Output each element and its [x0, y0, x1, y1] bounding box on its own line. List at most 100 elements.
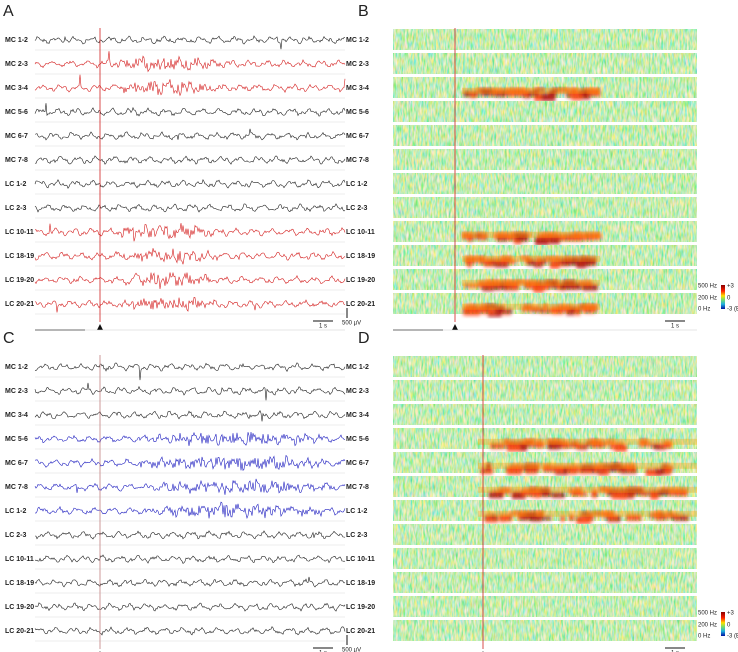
channel-label: MC 6-7 [346, 133, 369, 140]
stimulus-arrow [97, 324, 103, 330]
eeg-trace [34, 51, 346, 73]
activity-blob [542, 304, 548, 309]
activity-patch [480, 462, 674, 477]
channel-label: MC 2-3 [5, 61, 28, 68]
activity-blob [639, 442, 653, 447]
activity-blob [496, 236, 508, 241]
activity-blob [588, 513, 594, 522]
freq-label: 500 Hz [698, 611, 717, 617]
activity-blob [652, 443, 669, 449]
channel-label: MC 7-8 [5, 157, 28, 164]
activity-blob [515, 279, 525, 285]
channel-label: LC 2-3 [346, 205, 368, 212]
activity-blob [487, 283, 502, 290]
activity-blob [534, 93, 542, 102]
time-scale-label: 1 s [319, 651, 327, 652]
activity-blob [550, 281, 557, 287]
eeg-trace [34, 222, 346, 242]
activity-band [462, 303, 600, 310]
channel-label: LC 2-3 [5, 532, 27, 539]
activity-blob [540, 516, 552, 520]
channel-label: LC 19-20 [5, 277, 34, 284]
activity-blob [572, 234, 580, 241]
activity-blob [468, 305, 475, 311]
panel-letter: B [358, 3, 369, 20]
activity-blob [574, 307, 581, 315]
channel-label: MC 7-8 [5, 484, 28, 491]
freq-label: 0 Hz [698, 634, 710, 640]
activity-blob [660, 443, 666, 448]
channel-label: MC 6-7 [5, 460, 28, 467]
channel-label: MC 6-7 [5, 133, 28, 140]
activity-blob [478, 305, 488, 309]
activity-blob [560, 516, 565, 522]
freq-label: 0 Hz [698, 307, 710, 313]
activity-blob [661, 464, 670, 471]
activity-patch [488, 487, 688, 500]
spectrogram [393, 500, 697, 521]
activity-blob [568, 514, 574, 521]
activity-blob [518, 443, 528, 451]
activity-band [462, 279, 600, 286]
colorbar [721, 612, 725, 636]
activity-blob [591, 489, 598, 498]
stimulus-arrow [452, 324, 458, 330]
activity-blob [484, 516, 499, 523]
activity-blob [582, 303, 597, 312]
activity-blob [478, 281, 494, 288]
activity-blob [480, 468, 493, 474]
channel-label: MC 7-8 [346, 157, 369, 164]
channel-label: LC 2-3 [5, 205, 27, 212]
activity-blob [665, 512, 673, 518]
activity-blob [521, 488, 530, 496]
activity-blob [556, 304, 572, 311]
activity-blob [597, 464, 614, 471]
spectrogram [393, 53, 697, 74]
activity-blob [506, 308, 513, 314]
activity-patch [462, 303, 598, 317]
activity-blob [523, 304, 532, 308]
activity-blob [497, 285, 513, 289]
activity-blob [557, 88, 572, 93]
activity-blob [611, 492, 625, 500]
activity-blob [571, 492, 588, 497]
spectrogram [393, 125, 697, 146]
activity-blob [535, 237, 549, 246]
activity-blob [519, 256, 529, 260]
freq-label: 200 Hz [698, 623, 717, 629]
activity-blob [612, 463, 622, 469]
activity-blob [551, 492, 565, 498]
spectrogram [393, 404, 697, 425]
activity-blob [524, 256, 531, 262]
eeg-trace [34, 454, 346, 471]
eeg-trace [34, 478, 346, 495]
channel-label: MC 3-4 [5, 85, 28, 92]
activity-blob [608, 488, 620, 496]
activity-blob [571, 87, 578, 94]
channel-label: LC 20-21 [5, 628, 34, 635]
activity-blob [527, 490, 543, 496]
eeg-trace [34, 530, 346, 540]
activity-band [478, 510, 697, 517]
activity-blob [564, 283, 581, 290]
eeg-trace [34, 203, 346, 213]
activity-blob [568, 234, 575, 238]
channel-label: LC 1-2 [346, 508, 368, 515]
activity-blob [603, 511, 615, 518]
activity-blob [640, 492, 648, 496]
activity-blob [578, 281, 593, 286]
channel-label: MC 5-6 [346, 436, 369, 443]
activity-blob [620, 488, 630, 494]
activity-blob [516, 237, 529, 242]
channel-label: LC 1-2 [346, 181, 368, 188]
activity-blob [605, 440, 616, 444]
activity-blob [494, 260, 509, 268]
activity-blob [522, 307, 534, 311]
spectrogram [393, 572, 697, 593]
activity-blob [593, 464, 603, 472]
activity-blob [566, 308, 575, 315]
eeg-trace [34, 362, 346, 381]
activity-band [462, 231, 600, 238]
activity-blob [554, 283, 564, 290]
activity-blob [470, 92, 476, 98]
